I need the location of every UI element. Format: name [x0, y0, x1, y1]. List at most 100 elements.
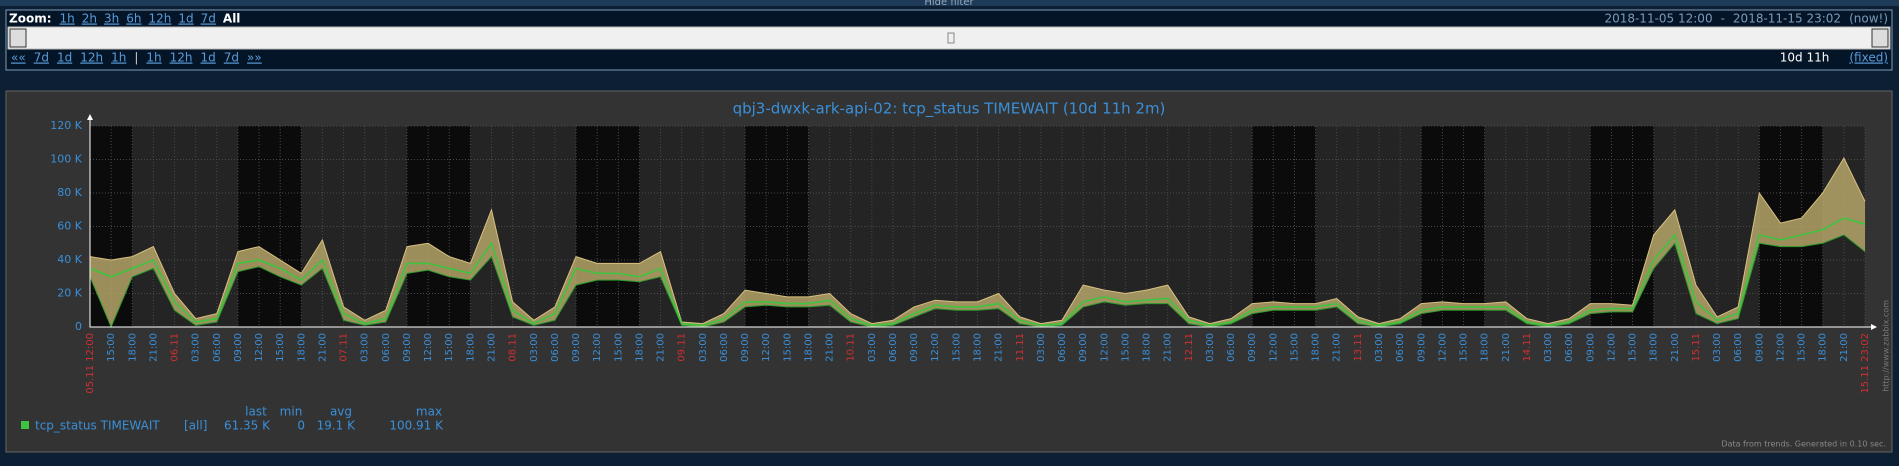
legend-stat: 0	[297, 419, 305, 433]
x-tick-label: 09:00	[233, 333, 244, 362]
x-tick-label: 09:00	[1754, 333, 1765, 362]
x-tick-label: 21:00	[656, 333, 667, 362]
hide-filter[interactable]: Hide filter	[924, 0, 974, 8]
x-tick-label: 18:00	[1818, 333, 1829, 362]
x-tick-label: 10.11	[846, 333, 857, 362]
x-tick-label: 12:00	[930, 333, 941, 362]
legend-name: tcp_status TIMEWAIT	[35, 419, 160, 433]
y-tick-label: 120 K	[50, 119, 82, 132]
zoom-link[interactable]: 1d	[178, 12, 193, 26]
x-tick-label: 11.11	[1015, 333, 1026, 362]
back-link[interactable]: 7d	[34, 51, 49, 65]
x-tick-label: 06:00	[719, 333, 730, 362]
x-tick-label: 06:00	[1057, 333, 1068, 362]
back-link[interactable]: 1d	[57, 51, 72, 65]
x-tick-label: 12.11	[1184, 333, 1195, 362]
forward-link[interactable]: 1h	[146, 51, 161, 65]
x-tick-label: 03:00	[1543, 333, 1554, 362]
legend-header: max	[416, 405, 442, 419]
fixed-link[interactable]: (fixed)	[1849, 51, 1888, 65]
work-period	[1463, 126, 1485, 327]
axes	[89, 116, 1875, 328]
x-tick-label: 18:00	[1480, 333, 1491, 362]
x-tick-label: 03:00	[529, 333, 540, 362]
x-tick-label: 18:00	[1142, 333, 1153, 362]
x-tick-label: 21:00	[1501, 333, 1512, 362]
time-range: 2018-11-15 23:02	[1733, 12, 1841, 26]
x-tick-label: 08.11	[508, 333, 519, 362]
work-period	[280, 126, 302, 327]
x-tick-label: 15:00	[1459, 333, 1470, 362]
x-tick-label: 18:00	[1311, 333, 1322, 362]
work-period	[1590, 126, 1612, 327]
scroll-grip[interactable]	[947, 32, 955, 44]
x-tick-label: 06:00	[1564, 333, 1575, 362]
zoom-link[interactable]: 3h	[104, 12, 119, 26]
x-tick-label: 21:00	[994, 333, 1005, 362]
avg-line	[89, 217, 1866, 327]
x-tick-label: 18:00	[1649, 333, 1660, 362]
x-tick-label: 06:00	[381, 333, 392, 362]
x-tick-label: 09:00	[1416, 333, 1427, 362]
x-arrow	[1871, 324, 1877, 330]
scroll-handle-right[interactable]	[1871, 28, 1889, 48]
time-range: (now!)	[1849, 12, 1888, 26]
x-tick-label: 12:00	[1268, 333, 1279, 362]
x-tick-label: 12:00	[254, 333, 265, 362]
x-tick-label: 03:00	[867, 333, 878, 362]
work-period	[745, 126, 767, 327]
x-tick-label: 12:00	[1606, 333, 1617, 362]
x-tick-label: 18:00	[803, 333, 814, 362]
x-tick-label: 21:00	[1332, 333, 1343, 362]
x-tick-label: 12:00	[1437, 333, 1448, 362]
forward-link[interactable]: 12h	[170, 51, 193, 65]
scrollbar[interactable]	[7, 26, 1891, 50]
zoom-link[interactable]: 6h	[126, 12, 141, 26]
x-tick-label: 12:00	[592, 333, 603, 362]
divider: |	[134, 51, 138, 65]
x-tick-label: 09:00	[1078, 333, 1089, 362]
x-tick-label: 05.11 12:00	[85, 333, 96, 394]
zoom-active: All	[223, 12, 241, 26]
x-tick-label: 15:00	[106, 333, 117, 362]
forward-link[interactable]: 7d	[224, 51, 239, 65]
x-tick-label: 15:00	[444, 333, 455, 362]
legend-scope: [all]	[184, 419, 207, 433]
nav-forward[interactable]: »»	[247, 51, 262, 65]
legend-header: min	[280, 405, 303, 419]
nav-back[interactable]: ««	[11, 51, 26, 65]
period: 10d 11h	[1780, 51, 1830, 65]
x-tick-label: 12:00	[1775, 333, 1786, 362]
x-tick-label: 13.11	[1353, 333, 1364, 362]
legend-stat: 19.1 K	[317, 419, 357, 433]
x-tick-label: 21:00	[1670, 333, 1681, 362]
work-period	[766, 126, 788, 327]
x-tick-label: 18:00	[296, 333, 307, 362]
x-tick-label: 15:00	[1289, 333, 1300, 362]
zoom-link[interactable]: 12h	[149, 12, 172, 26]
x-tick-label: 06.11	[170, 333, 181, 362]
x-tick-label: 15:00	[613, 333, 624, 362]
watermark: http://www.zabbix.com	[1882, 300, 1891, 392]
x-tick-label: 12:00	[1099, 333, 1110, 362]
y-tick-label: 0	[75, 320, 82, 333]
forward-link[interactable]: 1d	[201, 51, 216, 65]
zoom-link[interactable]: 1h	[60, 12, 75, 26]
x-tick-label: 15:00	[1120, 333, 1131, 362]
zoom-link[interactable]: 7d	[201, 12, 216, 26]
zoom-link[interactable]: 2h	[82, 12, 97, 26]
min-line	[89, 234, 1866, 329]
back-link[interactable]: 12h	[80, 51, 103, 65]
x-tick-label: 06:00	[888, 333, 899, 362]
work-period	[1252, 126, 1274, 327]
back-link[interactable]: 1h	[111, 51, 126, 65]
scroll-handle-left[interactable]	[9, 28, 27, 48]
x-tick-label: 21:00	[148, 333, 159, 362]
x-tick-label: 21:00	[1839, 333, 1850, 362]
x-tick-label: 06:00	[212, 333, 223, 362]
x-tick-label: 03:00	[1712, 333, 1723, 362]
x-tick-label: 12:00	[761, 333, 772, 362]
filter-toggle-bar[interactable]	[0, 0, 1899, 6]
x-tick-label: 06:00	[1395, 333, 1406, 362]
